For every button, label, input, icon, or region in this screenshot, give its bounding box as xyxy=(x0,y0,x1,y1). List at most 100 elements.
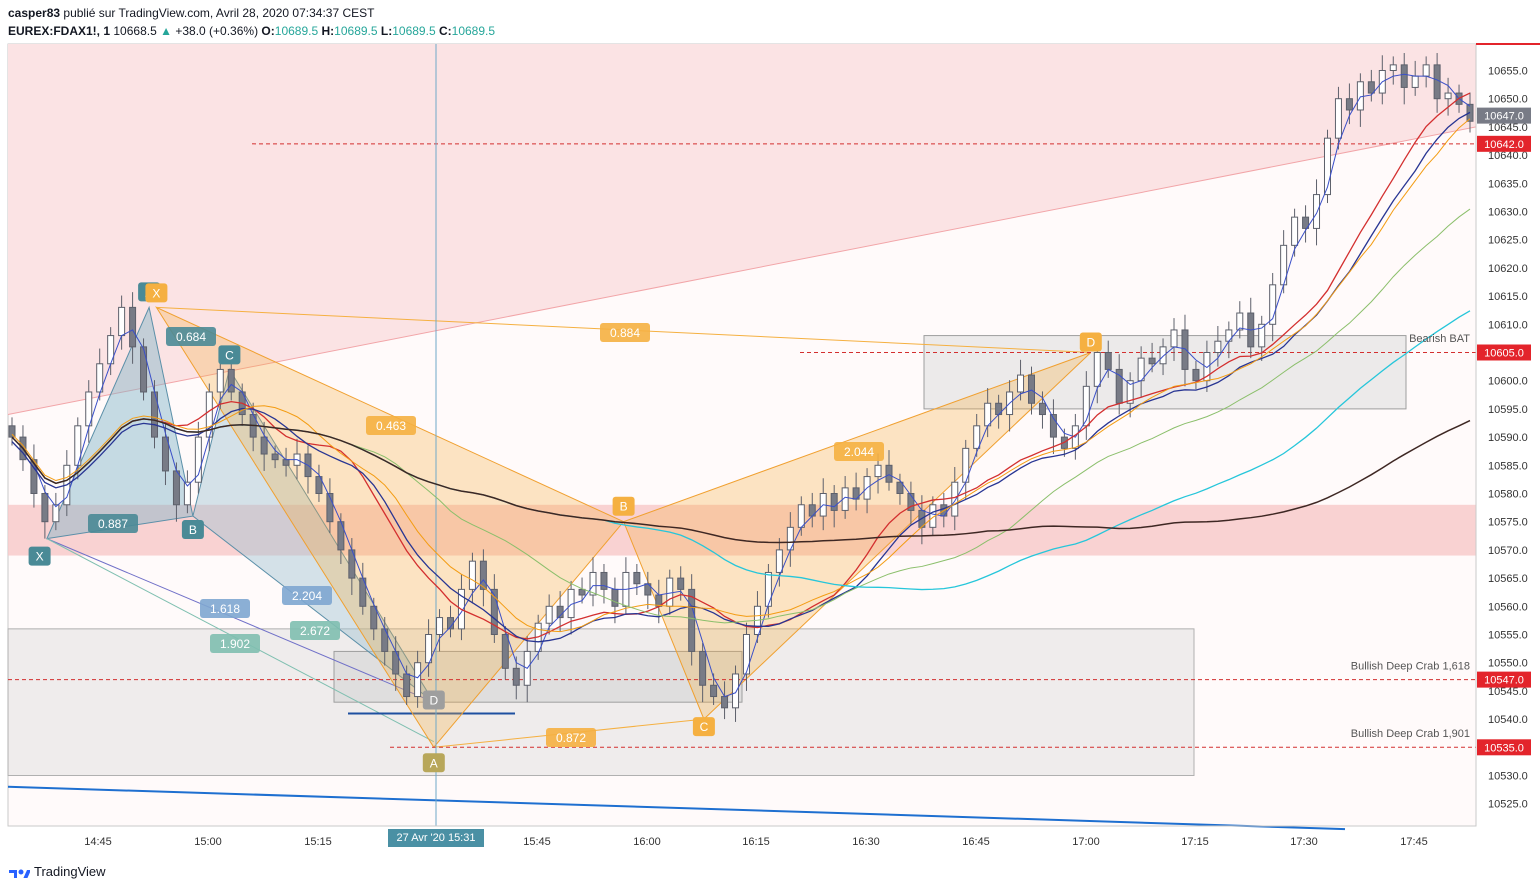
cursor-time-label: 27 Avr '20 15:31 xyxy=(388,829,484,847)
pattern-point-x: X xyxy=(28,546,51,566)
ratio-label: 0.884 xyxy=(600,323,650,342)
candle-body xyxy=(501,634,509,669)
candle-body xyxy=(600,571,608,590)
up-arrow-icon: ▲ xyxy=(160,24,172,38)
candle-body xyxy=(129,306,137,348)
price-tick: 10530.0 xyxy=(1488,771,1528,783)
tradingview-logo[interactable]: TradingView xyxy=(8,864,106,879)
candle xyxy=(1367,69,1375,102)
candle xyxy=(30,444,38,508)
candle-body xyxy=(1334,98,1342,139)
ratio-label: 2.672 xyxy=(290,621,340,640)
ratio-text: 1.902 xyxy=(220,637,250,651)
candle xyxy=(1444,77,1452,116)
ratio-label: 2.204 xyxy=(282,586,332,605)
time-tick: 16:30 xyxy=(852,836,880,848)
pattern-point-badge xyxy=(612,496,635,516)
candle-body xyxy=(490,588,498,636)
time-tick: 17:00 xyxy=(1072,836,1100,848)
axes-layer: 10655.0 10650.0 10645.0 10640.0 10635.0 10630… xyxy=(8,43,1540,848)
candle-body xyxy=(1389,64,1397,72)
ratio-text: 0.684 xyxy=(176,330,206,344)
candle-body xyxy=(1126,380,1134,404)
pattern-point-badge xyxy=(692,717,715,737)
candle-body xyxy=(161,436,169,472)
candle-body xyxy=(742,634,750,675)
price-tick: 10625.0 xyxy=(1488,235,1528,247)
candle xyxy=(688,574,696,666)
publish-info: publié sur TradingView.com, Avril 28, 20… xyxy=(63,6,375,20)
ratio-label: 0.463 xyxy=(366,416,416,435)
author-name[interactable]: casper83 xyxy=(8,6,61,20)
price-tick: 10590.0 xyxy=(1488,432,1528,444)
candle-body xyxy=(1323,137,1331,196)
price-label-bg xyxy=(1477,135,1531,152)
candle xyxy=(907,481,915,525)
candle-body xyxy=(1367,81,1375,94)
ratio-label: 2.044 xyxy=(834,442,884,461)
candle xyxy=(490,574,498,643)
candle-body xyxy=(1225,329,1233,342)
candle xyxy=(633,564,641,596)
price-tick: 10580.0 xyxy=(1488,489,1528,501)
candle xyxy=(271,445,279,469)
candle-body xyxy=(633,571,641,585)
low-value: 10689.5 xyxy=(392,24,436,38)
ma-orange xyxy=(11,118,1471,633)
candle xyxy=(775,538,783,587)
ratio-badge xyxy=(600,323,650,342)
candle-body xyxy=(611,588,619,607)
candle xyxy=(1093,344,1101,404)
chart-header: casper83 publié sur TradingView.com, Avr… xyxy=(8,4,495,40)
candle-body xyxy=(1017,374,1025,393)
candle-body xyxy=(775,549,783,573)
candle-body xyxy=(1159,346,1167,365)
candle xyxy=(129,292,137,364)
time-tick: 14:45 xyxy=(84,836,112,848)
candle-body xyxy=(688,588,696,652)
candle xyxy=(1400,53,1408,105)
candle xyxy=(1214,325,1222,367)
pattern-point-text: C xyxy=(700,720,709,734)
candle-body xyxy=(797,504,805,528)
candle xyxy=(578,577,586,604)
candle-body xyxy=(41,493,49,523)
candle-body xyxy=(1356,81,1364,111)
pattern-point-badge xyxy=(1079,332,1102,352)
ratio-badge xyxy=(366,416,416,435)
candle-body xyxy=(1345,98,1353,111)
price-label: 10547.0 xyxy=(1477,671,1531,688)
pattern-point-badge xyxy=(28,546,51,566)
candle-body xyxy=(172,470,180,506)
ratio-label: 0.872 xyxy=(546,728,596,747)
ratio-text: 0.463 xyxy=(376,419,406,433)
zone-label: Bullish Deep Crab 1,901 xyxy=(1351,728,1470,740)
crab-prz-zone xyxy=(333,650,743,703)
ratio-badge xyxy=(210,634,260,653)
ratio-label: 1.902 xyxy=(210,634,260,653)
candle-body xyxy=(512,667,520,686)
header-title-row: casper83 publié sur TradingView.com, Avr… xyxy=(8,4,495,22)
candle-body xyxy=(1258,323,1266,348)
ratio-badge xyxy=(282,586,332,605)
candle-body xyxy=(468,560,476,590)
candle-body xyxy=(1236,312,1244,331)
labels-layer: XABCDXABCD0.6840.8870.4631.6182.2042.672… xyxy=(28,282,1470,773)
price-label-bg xyxy=(1477,671,1531,688)
symbol-label[interactable]: EUREX:FDAX1!, 1 xyxy=(8,24,111,38)
price-tick: 10600.0 xyxy=(1488,376,1528,388)
pattern-point-text: X xyxy=(36,550,44,564)
price-tick: 10615.0 xyxy=(1488,291,1528,303)
candle-body xyxy=(1313,194,1321,229)
price-label-text: 10647.0 xyxy=(1484,111,1524,123)
candle-body xyxy=(216,368,224,393)
ratio-badge xyxy=(166,327,216,346)
candle-body xyxy=(578,588,586,596)
candle xyxy=(140,338,148,401)
time-tick: 15:15 xyxy=(304,836,332,848)
price-label-text: 10535.0 xyxy=(1484,742,1524,754)
candle xyxy=(41,485,49,539)
time-tick: 17:45 xyxy=(1400,836,1428,848)
pattern-point-text: X xyxy=(152,286,160,300)
